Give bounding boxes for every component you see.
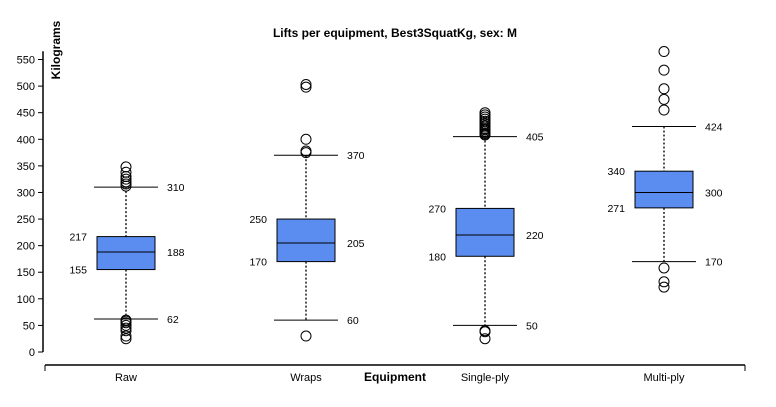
outlier-point [300, 133, 312, 145]
outlier-point [658, 276, 670, 288]
box-group: 310 62 188 217 155 [69, 161, 185, 345]
median-label: 220 [526, 230, 544, 242]
outlier-point [658, 64, 670, 76]
q1-label: 180 [428, 251, 446, 263]
outlier-point [479, 107, 491, 119]
outlier-point [120, 166, 132, 178]
x-axis-title: Equipment [364, 370, 426, 384]
y-tick-label: 400 [17, 134, 35, 146]
median-label: 188 [167, 247, 185, 259]
q3-label: 340 [607, 166, 625, 178]
outlier-point [120, 319, 132, 331]
whisker-low-label: 60 [347, 315, 359, 327]
median-label: 300 [705, 187, 723, 199]
q1-label: 170 [249, 257, 267, 269]
iqr-box [634, 170, 694, 209]
x-tick-label: Wraps [290, 372, 322, 384]
x-tick-label: Single-ply [461, 372, 510, 384]
y-tick-label: 300 [17, 187, 35, 199]
whisker-high-label: 370 [347, 150, 365, 162]
box-group: 405 50 220 270 180 [428, 107, 544, 345]
iqr-box [276, 218, 336, 263]
outlier-point [479, 325, 491, 337]
y-axis: 0 50 100 150 200 250 300 350 400 450 500 550 [17, 51, 44, 359]
outlier-point [658, 281, 670, 293]
outlier-point [120, 161, 132, 173]
whisker-high-label: 424 [705, 122, 723, 134]
outlier-point [120, 314, 132, 326]
outlier-point [658, 104, 670, 116]
whisker-high-label: 310 [167, 182, 185, 194]
outlier-point [300, 81, 312, 93]
y-tick-label: 50 [23, 320, 35, 332]
whisker-low-label: 62 [167, 314, 179, 326]
q3-label: 250 [249, 214, 267, 226]
q3-label: 217 [69, 232, 87, 244]
whisker-low-label: 50 [526, 320, 538, 332]
outlier-point [120, 333, 132, 345]
outlier-point [120, 330, 132, 342]
y-tick-label: 450 [17, 108, 35, 120]
y-tick-label: 100 [17, 294, 35, 306]
whisker-low-label: 170 [705, 257, 723, 269]
whisker-high-label: 405 [526, 132, 544, 144]
plot-area: 310 62 188 217 155 370 60 205 250 170 405 50 220 270 1… [69, 46, 723, 345]
outlier-point [300, 330, 312, 342]
y-tick-label: 200 [17, 241, 35, 253]
iqr-box [455, 207, 515, 257]
x-tick-label: Multi-ply [644, 372, 685, 384]
y-axis-title: Kilograms [49, 20, 63, 79]
x-axis: Raw Wraps Single-ply Multi-ply [44, 364, 746, 384]
x-tick-label: Raw [115, 372, 137, 384]
median-label: 205 [347, 238, 365, 250]
q1-label: 155 [69, 265, 87, 277]
y-tick-label: 350 [17, 161, 35, 173]
outlier-point [658, 46, 670, 58]
y-tick-label: 500 [17, 81, 35, 93]
y-tick-label: 250 [17, 214, 35, 226]
outlier-point [300, 79, 312, 91]
y-tick-label: 550 [17, 55, 35, 67]
outlier-point [658, 262, 670, 274]
outlier-point [658, 93, 670, 105]
box-group: 424 170 300 340 271 [607, 46, 723, 293]
iqr-box [96, 236, 156, 271]
chart-title: Lifts per equipment, Best3SquatKg, sex: … [273, 26, 517, 40]
q1-label: 271 [607, 203, 625, 215]
y-tick-label: 150 [17, 267, 35, 279]
outlier-point [300, 145, 312, 157]
outlier-point [658, 83, 670, 95]
outlier-point [479, 333, 491, 345]
y-tick-label: 0 [29, 347, 35, 359]
outlier-point [120, 173, 132, 185]
box-group: 370 60 205 250 170 [249, 79, 365, 342]
outlier-point [120, 322, 132, 334]
q3-label: 270 [428, 203, 446, 215]
